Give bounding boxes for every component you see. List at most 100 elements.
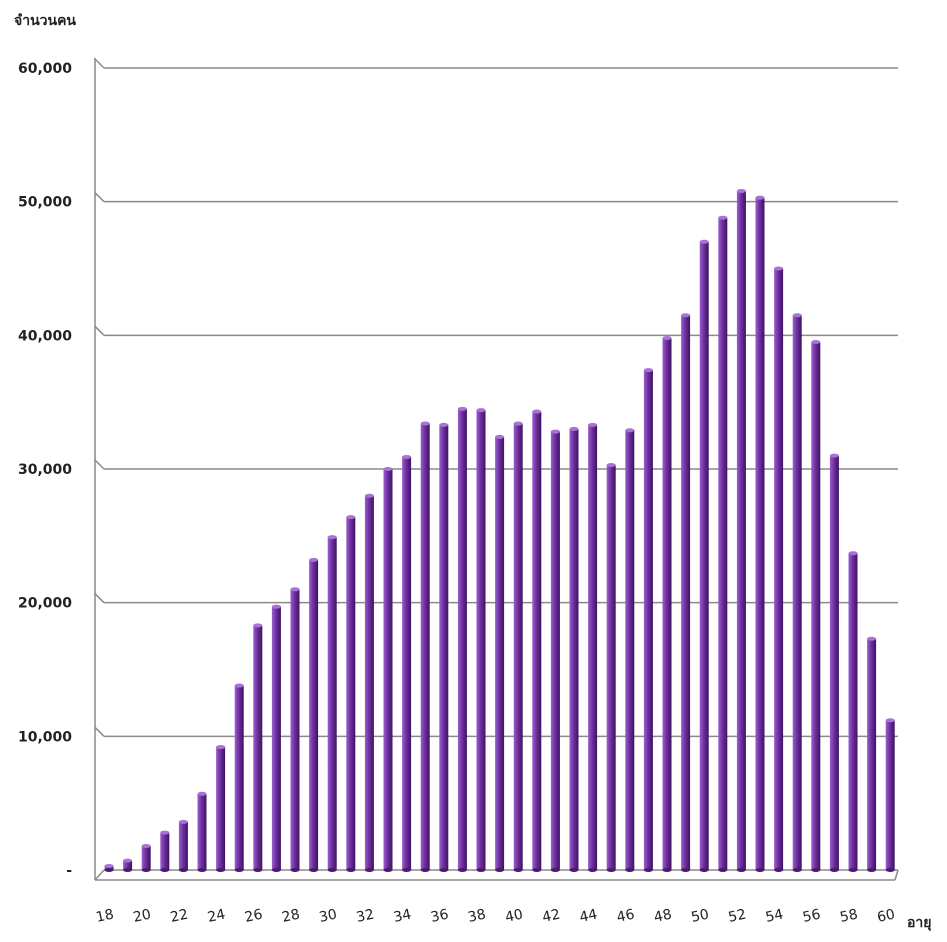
bar-cap bbox=[439, 422, 449, 427]
bar-cap bbox=[532, 409, 542, 414]
bar bbox=[755, 195, 765, 872]
bar-cap bbox=[792, 313, 802, 318]
y-tick-label: 60,000 bbox=[18, 61, 72, 77]
bar-body bbox=[104, 865, 114, 870]
x-tick-label: 38 bbox=[467, 907, 488, 926]
bar bbox=[141, 843, 151, 872]
bar-body bbox=[867, 638, 877, 870]
bar bbox=[346, 515, 356, 872]
bar-cap bbox=[495, 434, 505, 439]
bar-base bbox=[532, 868, 542, 872]
bar-body bbox=[309, 559, 319, 870]
x-tick-label: 26 bbox=[243, 907, 264, 926]
bar bbox=[569, 426, 579, 872]
bar bbox=[234, 683, 244, 872]
bar bbox=[160, 830, 170, 872]
bar bbox=[123, 858, 133, 872]
x-tick-label: 58 bbox=[839, 907, 860, 926]
x-tick-label: 24 bbox=[206, 907, 227, 926]
bar-base bbox=[699, 868, 709, 872]
bar-body bbox=[569, 428, 579, 870]
bar-base bbox=[885, 868, 895, 872]
bar-base bbox=[439, 868, 449, 872]
x-tick-label: 40 bbox=[504, 907, 525, 926]
bar-cap bbox=[178, 819, 188, 824]
bar-base bbox=[681, 868, 691, 872]
bar-base bbox=[141, 868, 151, 872]
bar bbox=[327, 535, 337, 872]
bar-cap bbox=[513, 421, 523, 426]
gridline-depth bbox=[94, 325, 105, 336]
bar-cap bbox=[885, 718, 895, 723]
bar-cap bbox=[867, 636, 877, 641]
bar-body bbox=[216, 747, 226, 870]
y-tick-label: 50,000 bbox=[18, 195, 72, 211]
bar-base bbox=[774, 868, 784, 872]
bar bbox=[811, 340, 821, 872]
bar-base bbox=[402, 868, 412, 872]
bar bbox=[662, 336, 672, 872]
bar-base bbox=[792, 868, 802, 872]
bar-cap bbox=[774, 266, 784, 271]
bar-body bbox=[699, 241, 709, 870]
bar bbox=[867, 636, 877, 872]
bar-cap bbox=[290, 587, 300, 592]
x-tick-label: 22 bbox=[169, 907, 190, 926]
bar-base bbox=[829, 868, 839, 872]
bar bbox=[290, 587, 300, 872]
bar-base bbox=[420, 868, 430, 872]
baseline-depth bbox=[94, 869, 105, 881]
bar-base bbox=[457, 868, 467, 872]
bar bbox=[736, 188, 746, 872]
bar-body bbox=[327, 537, 337, 870]
bar-base bbox=[364, 868, 374, 872]
bar bbox=[178, 819, 188, 872]
x-tick-label: 36 bbox=[429, 907, 450, 926]
bar-body bbox=[885, 720, 895, 870]
bar-cap bbox=[681, 313, 691, 318]
bar-cap bbox=[643, 368, 653, 373]
bar-base bbox=[253, 868, 263, 872]
bar-body bbox=[681, 315, 691, 870]
bar-cap bbox=[160, 830, 170, 835]
bar-body bbox=[588, 424, 598, 870]
x-tick-label: 34 bbox=[392, 907, 413, 926]
bar bbox=[829, 453, 839, 872]
bar-body bbox=[848, 553, 858, 870]
bar-cap bbox=[197, 791, 207, 796]
x-tick-label: 50 bbox=[690, 907, 711, 926]
bar-body bbox=[383, 469, 393, 870]
bar-cap bbox=[420, 421, 430, 426]
y-tick-label: 20,000 bbox=[18, 596, 72, 612]
bar bbox=[550, 429, 560, 872]
bar-body bbox=[792, 315, 802, 870]
bar-body bbox=[197, 793, 207, 870]
bar-base bbox=[346, 868, 356, 872]
x-tick-label: 48 bbox=[653, 907, 674, 926]
x-tick-label: 44 bbox=[578, 907, 599, 926]
y-tick-label: 40,000 bbox=[18, 328, 72, 344]
bar-base bbox=[476, 868, 486, 872]
bar-cap bbox=[346, 515, 356, 520]
y-tick-label: - bbox=[66, 863, 72, 879]
bar-cap bbox=[271, 604, 281, 609]
bar-body bbox=[513, 423, 523, 870]
bar-cap bbox=[457, 406, 467, 411]
bar-base bbox=[588, 868, 598, 872]
bar bbox=[774, 266, 784, 872]
bar-base bbox=[290, 868, 300, 872]
bar-body bbox=[160, 832, 170, 870]
bar-base bbox=[755, 868, 765, 872]
bar-base bbox=[513, 868, 523, 872]
bar-body bbox=[141, 845, 151, 870]
bar-body bbox=[457, 408, 467, 870]
bar-body bbox=[476, 410, 486, 870]
bar-base bbox=[867, 868, 877, 872]
x-tick-label: 30 bbox=[318, 907, 339, 926]
bar-base bbox=[123, 868, 133, 872]
bar-cap bbox=[234, 683, 244, 688]
bar-body bbox=[532, 411, 542, 870]
bar-cap bbox=[699, 239, 709, 244]
x-axis-title: อายุ bbox=[907, 915, 932, 931]
